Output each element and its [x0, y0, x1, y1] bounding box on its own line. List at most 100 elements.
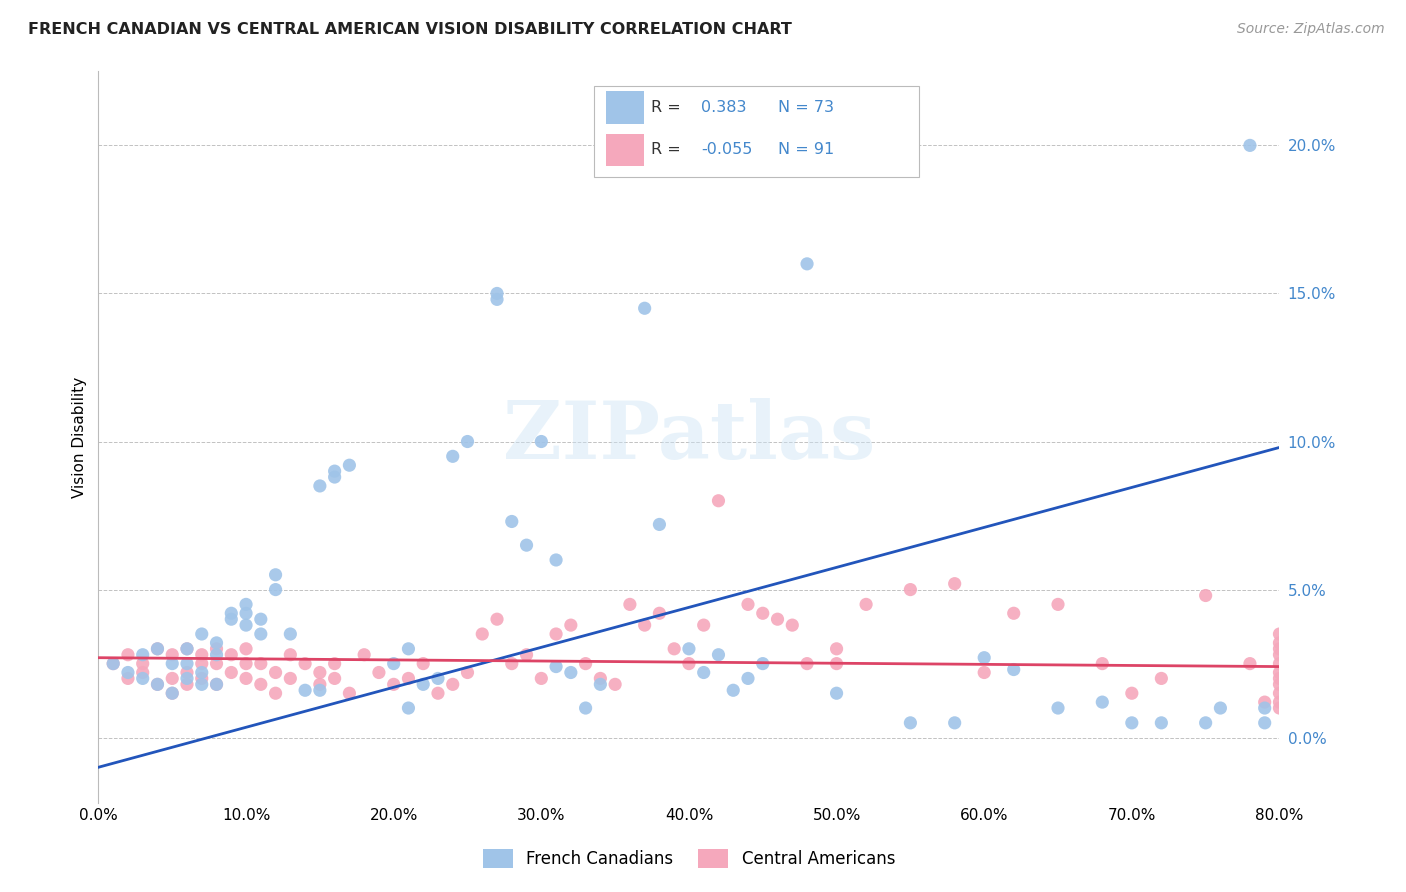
Point [471, 627, 494, 641]
Point [280, 648, 302, 662]
Text: R =: R = [651, 143, 681, 158]
Point [634, 618, 657, 632]
Point [132, 665, 155, 680]
FancyBboxPatch shape [606, 134, 644, 167]
Y-axis label: Vision Disability: Vision Disability [72, 376, 87, 498]
Point [1268, 695, 1291, 709]
Point [191, 648, 214, 662]
Point [664, 641, 686, 656]
Point [205, 677, 228, 691]
Point [280, 672, 302, 686]
Point [162, 686, 183, 700]
Point [205, 657, 228, 671]
Point [1002, 607, 1025, 621]
Point [723, 683, 745, 698]
Point [221, 648, 243, 662]
Point [1268, 641, 1291, 656]
Point [382, 657, 405, 671]
Point [457, 434, 479, 449]
Point [1150, 672, 1173, 686]
Point [1195, 715, 1218, 730]
Point [235, 657, 257, 671]
FancyBboxPatch shape [606, 92, 644, 124]
Point [589, 677, 612, 691]
Point [280, 627, 302, 641]
Point [132, 648, 155, 662]
Point [1268, 665, 1291, 680]
Point [117, 648, 139, 662]
Point [1239, 138, 1261, 153]
Text: N = 73: N = 73 [778, 101, 834, 115]
Point [1091, 657, 1114, 671]
Point [973, 650, 995, 665]
Point [221, 607, 243, 621]
Point [486, 293, 509, 307]
Point [707, 648, 730, 662]
Point [309, 677, 332, 691]
Point [309, 683, 332, 698]
Point [250, 677, 273, 691]
Point [546, 627, 568, 641]
Point [1268, 686, 1291, 700]
Point [221, 612, 243, 626]
Point [162, 686, 183, 700]
Point [162, 648, 183, 662]
Point [737, 598, 759, 612]
Point [294, 657, 316, 671]
Point [973, 665, 995, 680]
Point [162, 657, 183, 671]
Point [176, 641, 198, 656]
Point [782, 618, 804, 632]
Point [589, 672, 612, 686]
Point [146, 677, 169, 691]
Point [176, 677, 198, 691]
Text: Source: ZipAtlas.com: Source: ZipAtlas.com [1237, 22, 1385, 37]
Point [103, 657, 125, 671]
Point [176, 657, 198, 671]
Point [825, 686, 848, 700]
Point [176, 641, 198, 656]
Point [900, 582, 922, 597]
Point [264, 665, 287, 680]
Point [353, 648, 375, 662]
Point [132, 672, 155, 686]
Point [634, 301, 657, 316]
Point [398, 701, 420, 715]
Point [235, 607, 257, 621]
Point [560, 618, 582, 632]
Point [546, 553, 568, 567]
Point [1150, 715, 1173, 730]
Point [501, 657, 523, 671]
Point [486, 286, 509, 301]
Point [825, 657, 848, 671]
Text: R =: R = [651, 101, 681, 115]
Point [1121, 715, 1143, 730]
FancyBboxPatch shape [595, 86, 920, 178]
Point [737, 672, 759, 686]
Point [191, 657, 214, 671]
Point [412, 657, 434, 671]
Point [427, 672, 450, 686]
Point [1268, 672, 1291, 686]
Point [146, 641, 169, 656]
Point [1268, 627, 1291, 641]
Point [1268, 636, 1291, 650]
Point [560, 665, 582, 680]
Point [205, 677, 228, 691]
Point [264, 567, 287, 582]
Point [1046, 701, 1070, 715]
Point [752, 657, 775, 671]
Point [191, 627, 214, 641]
Point [339, 686, 361, 700]
Point [176, 672, 198, 686]
Point [546, 659, 568, 673]
Point [323, 672, 346, 686]
Point [693, 665, 716, 680]
Point [441, 450, 464, 464]
Point [191, 677, 214, 691]
Point [103, 657, 125, 671]
Point [132, 657, 155, 671]
Point [441, 677, 464, 691]
Point [516, 648, 538, 662]
Point [412, 677, 434, 691]
